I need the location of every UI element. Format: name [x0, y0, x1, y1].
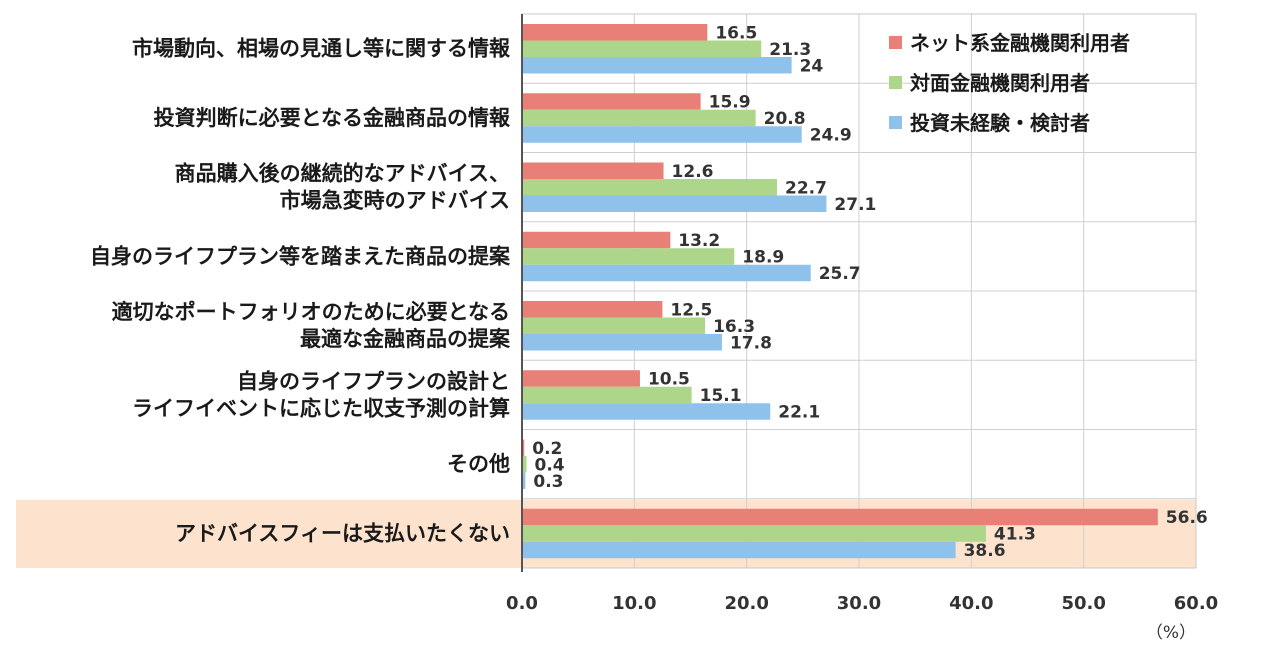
bar	[522, 109, 756, 127]
data-label: 16.5	[715, 23, 757, 43]
x-tick-label: 30.0	[837, 593, 881, 614]
category-label: 適切なポートフォリオのために必要となる	[112, 300, 510, 324]
bar	[522, 439, 525, 456]
x-tick-label: 0.0	[506, 593, 538, 614]
bar	[522, 541, 956, 559]
bar	[522, 370, 640, 387]
bar	[522, 24, 708, 41]
data-label: 12.5	[670, 300, 712, 320]
legend-swatch	[889, 36, 902, 49]
x-tick-label: 10.0	[612, 593, 656, 614]
data-label: 24.9	[810, 126, 852, 146]
legend-swatch	[889, 116, 902, 129]
bar	[522, 248, 735, 265]
bar	[522, 334, 722, 351]
data-label: 16.3	[713, 317, 755, 337]
data-label: 20.8	[764, 109, 806, 129]
bar	[522, 162, 664, 179]
x-tick-label: 60.0	[1174, 593, 1218, 614]
bar	[522, 525, 986, 542]
legend-label: 投資未経験・検討者	[910, 111, 1090, 135]
category-label: 自身のライフプランの設計と	[237, 369, 510, 393]
data-label: 22.1	[778, 403, 820, 423]
data-label: 0.2	[532, 439, 562, 459]
data-label: 41.3	[994, 525, 1036, 545]
data-label: 17.8	[730, 333, 772, 353]
data-label: 15.1	[700, 386, 742, 406]
data-label: 15.9	[709, 93, 751, 113]
data-label: 25.7	[819, 264, 861, 284]
bars	[522, 24, 1158, 559]
legend-label: 対面金融機関利用者	[909, 71, 1090, 95]
bar	[522, 57, 792, 74]
category-label: アドバイスフィーは支払いたくない	[175, 521, 510, 545]
bar	[522, 317, 706, 334]
bar	[522, 40, 762, 57]
category-labels: 市場動向、相場の見通し等に関する情報投資判断に必要となる金融商品の情報商品購入後…	[90, 37, 511, 546]
data-label: 0.4	[534, 455, 564, 475]
data-label: 18.9	[742, 248, 784, 268]
data-label: 21.3	[769, 40, 811, 60]
bar	[522, 386, 692, 404]
category-label: 最適な金融商品の提案	[300, 327, 511, 351]
unit-label: （%）	[1146, 623, 1196, 643]
x-tick-label: 40.0	[949, 593, 993, 614]
data-label: 24	[800, 56, 824, 76]
data-label: 56.6	[1166, 508, 1208, 528]
category-label: その他	[447, 452, 510, 476]
bar	[522, 301, 663, 318]
category-label: 自身のライフプラン等を踏まえた商品の提案	[90, 244, 511, 268]
bar	[522, 93, 701, 110]
data-label: 22.7	[785, 178, 827, 198]
category-label: 市場動向、相場の見通し等に関する情報	[132, 37, 511, 61]
x-tick-label: 20.0	[724, 593, 768, 614]
legend-label: ネット系金融機関利用者	[910, 31, 1130, 55]
bar	[522, 472, 526, 489]
data-label: 0.3	[533, 472, 563, 492]
gridlines	[522, 14, 1197, 568]
category-label: 市場急変時のアドバイス	[280, 189, 510, 213]
bar	[522, 264, 811, 282]
value-labels: 16.5 21.324 15.9 20.824.9 12.6 22.7 27.1 13.2 18…	[532, 23, 1208, 561]
bar	[522, 403, 771, 420]
data-label: 12.6	[672, 162, 714, 182]
data-label: 27.1	[834, 195, 876, 215]
data-label: 38.6	[964, 541, 1006, 561]
bar	[522, 195, 827, 212]
bar	[522, 179, 777, 196]
category-label: 投資判断に必要となる金融商品の情報	[154, 106, 511, 130]
data-label: 13.2	[678, 231, 720, 251]
x-tick-label: 50.0	[1061, 593, 1105, 614]
category-label: 商品購入後の継続的なアドバイス、	[175, 162, 510, 186]
bar	[522, 126, 802, 143]
category-label: ライフイベントに応じた収支予測の計算	[132, 396, 510, 420]
bar	[522, 231, 671, 249]
legend-swatch	[889, 76, 902, 89]
data-label: 10.5	[648, 370, 690, 390]
x-axis-ticks: 0.0 10.0 20.0 30.0 40.0 50.0 60.0	[506, 593, 1218, 614]
bar	[522, 456, 527, 473]
bar	[522, 508, 1158, 526]
